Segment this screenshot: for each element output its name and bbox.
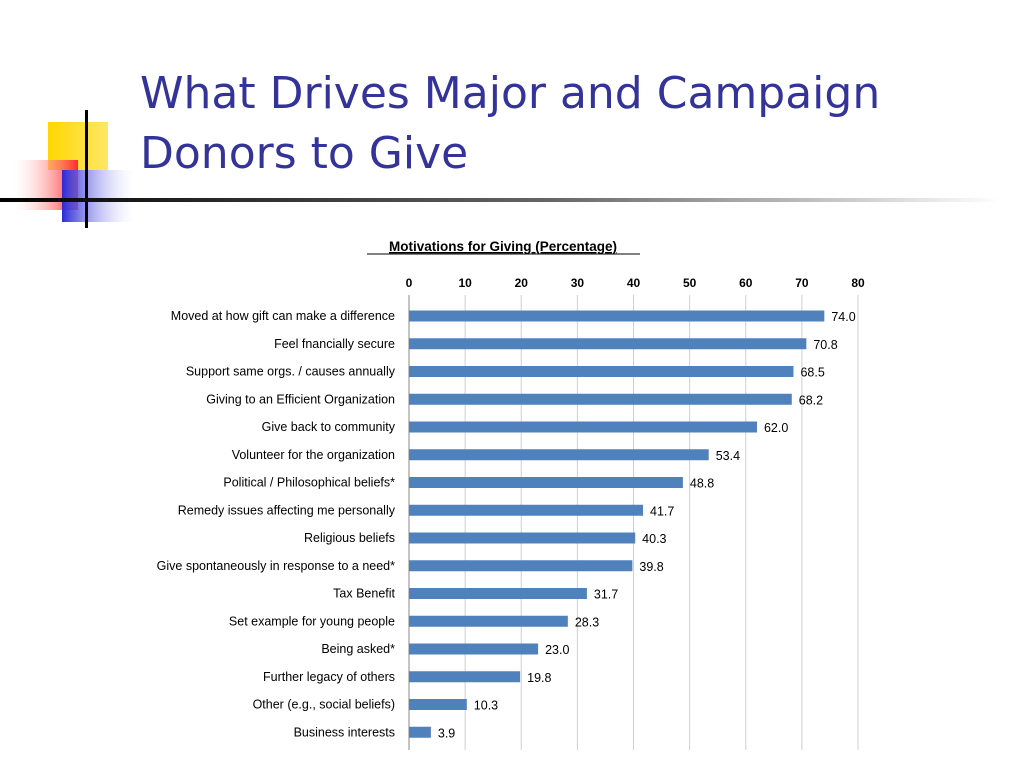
x-tick-label: 0	[406, 276, 413, 290]
category-labels: Moved at how gift can make a difference F…	[157, 309, 396, 739]
category-label: Volunteer for the organization	[232, 448, 395, 462]
bar	[409, 504, 644, 516]
bar	[409, 699, 467, 710]
x-tick-label: 40	[627, 276, 641, 290]
title-rule	[0, 198, 1000, 202]
slide-logo	[14, 110, 140, 228]
value-labels: 74.0 70.8 68.5 68.2 62.0 53.448.8 41.7 40.3 39.8…	[438, 310, 856, 740]
logo-blue-square	[62, 170, 134, 222]
bar	[409, 421, 757, 433]
value-label: 10.3	[474, 699, 498, 713]
x-tick-label: 60	[739, 276, 753, 290]
bar-chart: Motivations for Giving (Percentage) 0 10 2…	[157, 239, 865, 750]
chart-title: Motivations for Giving (Percentage)	[389, 239, 617, 254]
slide-title-line-1: What Drives Major and Campaign	[140, 68, 881, 119]
category-label: Other (e.g., social beliefs)	[253, 698, 395, 712]
category-label: Tax Benefit	[333, 587, 395, 601]
category-label: Religious beliefs	[304, 531, 395, 545]
bar	[409, 643, 539, 655]
value-label: 3.9	[438, 726, 455, 740]
x-tick-label: 30	[571, 276, 585, 290]
bar	[409, 366, 794, 377]
value-label: 62.0	[764, 421, 788, 435]
value-label: 68.5	[800, 366, 824, 380]
category-label: Give spontaneously in response to a need…	[157, 559, 395, 573]
slide-title-line-2: Donors to Give	[140, 128, 469, 179]
bar	[409, 615, 568, 627]
value-label: 48.8	[690, 477, 714, 491]
bar	[409, 449, 709, 461]
category-label: Support same orgs. / causes annually	[186, 365, 396, 379]
category-label: Being asked*	[321, 642, 395, 656]
value-label: 28.3	[575, 615, 599, 629]
category-label: Feel fnancially secure	[274, 337, 395, 351]
bar	[409, 726, 431, 738]
logo-vertical-line	[85, 110, 88, 228]
x-tick-label: 80	[851, 276, 865, 290]
bar	[409, 338, 807, 350]
value-label: 70.8	[813, 338, 837, 352]
category-label: Political / Philosophical beliefs*	[223, 476, 395, 490]
category-label: Remedy issues affecting me personally	[178, 503, 396, 517]
category-label: Giving to an Efficient Organization	[206, 392, 395, 406]
bar	[409, 477, 683, 488]
category-label: Give back to community	[262, 420, 396, 434]
bar	[409, 532, 636, 544]
x-tick-label: 70	[795, 276, 809, 290]
bar	[409, 310, 825, 322]
value-label: 31.7	[594, 588, 618, 602]
bar	[409, 560, 633, 572]
x-tick-label: 20	[515, 276, 529, 290]
x-tick-label: 50	[683, 276, 697, 290]
category-label: Set example for young people	[229, 614, 395, 628]
value-label: 19.8	[527, 671, 551, 685]
x-tick-label: 10	[458, 276, 472, 290]
value-label: 40.3	[642, 532, 666, 546]
value-label: 41.7	[650, 504, 674, 518]
value-label: 68.2	[799, 393, 823, 407]
value-label: 74.0	[831, 310, 855, 324]
value-label: 39.8	[639, 560, 663, 574]
chart-bars	[409, 310, 825, 738]
value-label: 53.4	[716, 449, 740, 463]
slide-title: What Drives Major and Campaign Donors to…	[140, 64, 1000, 184]
category-label: Moved at how gift can make a difference	[171, 309, 395, 323]
bar	[409, 393, 792, 405]
category-label: Further legacy of others	[263, 670, 395, 684]
value-label: 23.0	[545, 643, 569, 657]
bar	[409, 588, 587, 599]
category-label: Business interests	[294, 725, 395, 739]
x-axis-ticks: 0 10 20 30 40 50 60 70 80	[406, 276, 865, 290]
bar	[409, 671, 521, 683]
